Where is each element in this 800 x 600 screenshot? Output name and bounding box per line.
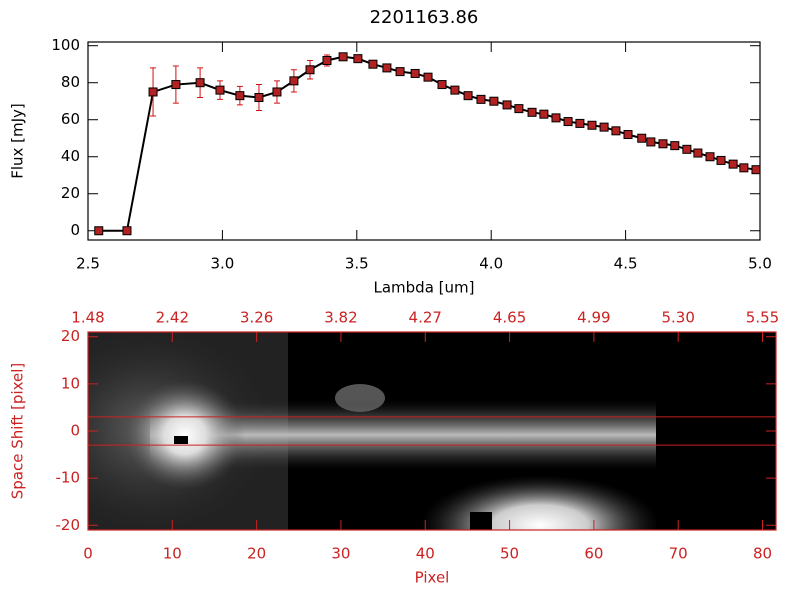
y-tick-label: -20 [56, 516, 81, 534]
data-point [489, 96, 499, 106]
y-axis-label: Flux [mJy] [9, 103, 27, 179]
data-point [171, 80, 181, 90]
data-point [423, 72, 433, 82]
x-tick-label: 10 [163, 545, 182, 563]
data-point [514, 104, 524, 114]
data-point [551, 113, 561, 123]
x-tick-label: 0 [83, 545, 93, 563]
data-point [322, 56, 332, 66]
plot-frame [87, 41, 761, 241]
y-tick-label: 60 [61, 110, 80, 128]
data-point [289, 76, 299, 86]
data-point [502, 100, 512, 110]
data-point [705, 152, 715, 162]
data-point [272, 87, 282, 97]
data-point [637, 133, 647, 143]
x-tick-label: 20 [247, 545, 266, 563]
y-tick-label: 40 [61, 147, 80, 165]
data-point [587, 120, 597, 130]
x-axis-label: Pixel [415, 569, 450, 587]
data-point [338, 52, 348, 62]
y-tick-label: 0 [70, 221, 80, 239]
data-point [410, 68, 420, 78]
data-point [395, 67, 405, 77]
spectral-image [88, 332, 776, 530]
data-point [611, 126, 621, 136]
x-tick-label: 70 [669, 545, 688, 563]
x2-tick-label: 5.55 [746, 309, 779, 327]
x-tick-label: 40 [416, 545, 435, 563]
x-tick-label: 2.5 [76, 255, 100, 273]
x2-tick-label: 3.82 [324, 309, 357, 327]
data-point [527, 107, 537, 117]
data-point [463, 91, 473, 101]
y-tick-label: 100 [51, 36, 80, 54]
data-point [450, 85, 460, 95]
x-tick-label: 50 [500, 545, 519, 563]
y-tick-label: 80 [61, 73, 80, 91]
x-axis-label: Lambda [um] [374, 279, 475, 297]
data-point [599, 122, 609, 132]
x-tick-label: 30 [331, 545, 350, 563]
data-point [575, 118, 585, 128]
data-point [739, 163, 749, 173]
data-point [122, 226, 132, 236]
data-point [476, 94, 486, 104]
data-point [751, 165, 761, 175]
x2-tick-label: 5.30 [661, 309, 694, 327]
data-point [646, 137, 656, 147]
x-tick-label: 5.0 [748, 255, 772, 273]
x2-tick-label: 4.27 [409, 309, 442, 327]
flux-line [98, 55, 757, 232]
data-point [94, 226, 104, 236]
data-point [382, 63, 392, 73]
data-point [148, 87, 158, 97]
x-tick-label: 80 [753, 545, 772, 563]
data-point [658, 139, 668, 149]
data-point [195, 78, 205, 88]
data-point [623, 130, 633, 140]
y-tick-label: 20 [61, 327, 80, 345]
data-point [353, 54, 363, 64]
x-tick-label: 4.5 [614, 255, 638, 273]
y-tick-label: 0 [70, 422, 80, 440]
data-point [437, 80, 447, 90]
x2-tick-label: 2.42 [156, 309, 189, 327]
data-point [563, 117, 573, 127]
data-point [254, 93, 264, 103]
data-point [215, 85, 225, 95]
x2-tick-label: 4.99 [577, 309, 610, 327]
x-tick-label: 3.0 [210, 255, 234, 273]
x-tick-label: 60 [584, 545, 603, 563]
x2-tick-label: 4.65 [493, 309, 526, 327]
y-tick-label: 20 [61, 184, 80, 202]
x-tick-label: 4.0 [479, 255, 503, 273]
data-point [368, 59, 378, 69]
data-point [682, 144, 692, 154]
data-point [716, 155, 726, 165]
data-point [693, 148, 703, 158]
data-point [235, 91, 245, 101]
data-point [539, 109, 549, 119]
y-axis-label: Space Shift [pixel] [9, 363, 27, 500]
y-tick-label: -10 [56, 469, 81, 487]
x2-tick-label: 3.26 [240, 309, 273, 327]
data-point [728, 159, 738, 169]
x-tick-label: 3.5 [345, 255, 369, 273]
chart-title: 2201163.86 [370, 7, 479, 28]
data-point [305, 65, 315, 75]
data-point [670, 141, 680, 151]
x2-tick-label: 1.48 [71, 309, 104, 327]
y-tick-label: 10 [61, 374, 80, 392]
